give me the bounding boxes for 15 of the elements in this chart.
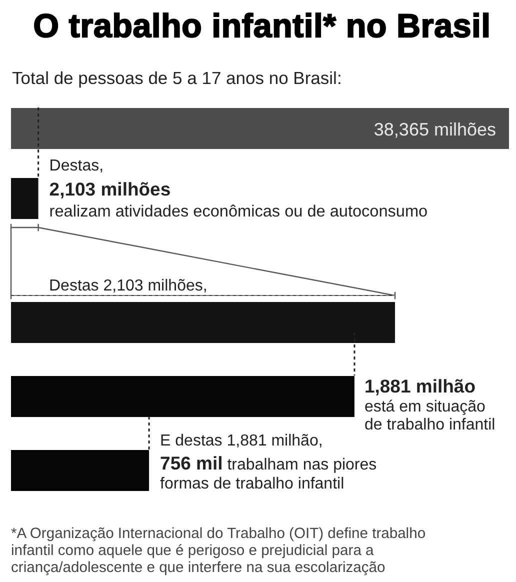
data-label: 1,881 milhão — [364, 376, 476, 396]
annotation: de trabalho infantil — [364, 416, 496, 434]
annotation: E destas 1,881 milhão, — [160, 432, 323, 450]
chart-title: O trabalho infantil* no Brasil — [33, 7, 491, 44]
annotation: Destas, — [49, 158, 104, 174]
data-label: 2,103 milhões — [49, 178, 171, 200]
annotation: trabalham nas piores — [227, 456, 377, 474]
annotation: formas de trabalho infantil — [160, 476, 344, 492]
chart-subtitle: Total de pessoas de 5 a 17 anos no Brasil: — [12, 68, 342, 88]
annotation: realizam atividades econômicas ou de autoconsumo — [49, 202, 428, 220]
data-label: 756 mil — [160, 452, 223, 474]
data-label: 38,365 milhões — [374, 120, 496, 140]
data-label: Destas 2,103 milhões, — [49, 278, 208, 294]
text: *A Organização Internacional do Trabalho (OIT) define trabalho infantil como aquele que é perigoso e prejudicial para a criança/adolescente e que interfere na sua escolarização — [11, 526, 427, 577]
annotation: está em situação — [364, 398, 486, 416]
